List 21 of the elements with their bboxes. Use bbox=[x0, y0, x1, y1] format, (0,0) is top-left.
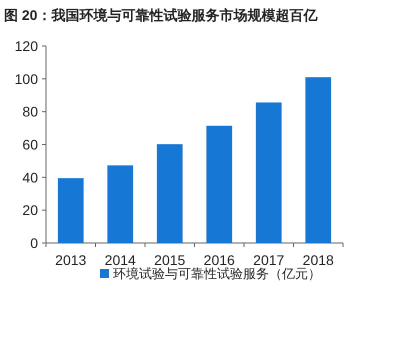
x-tick-label: 2017 bbox=[253, 252, 285, 268]
y-tick-label: 60 bbox=[22, 136, 38, 152]
y-tick-label: 20 bbox=[22, 202, 38, 218]
x-tick-label: 2016 bbox=[204, 252, 236, 268]
bar bbox=[305, 77, 332, 243]
y-tick-label: 40 bbox=[22, 169, 38, 186]
bar bbox=[206, 126, 232, 243]
x-tick-label: 2018 bbox=[302, 252, 334, 268]
chart-title: 图 20：我国环境与可靠性试验服务市场规模超百亿 bbox=[4, 7, 318, 23]
legend-label: 环境试验与可靠性试验服务（亿元） bbox=[113, 266, 321, 281]
x-tick-label: 2013 bbox=[55, 252, 87, 268]
y-tick-label: 100 bbox=[14, 70, 38, 87]
bar bbox=[256, 102, 282, 243]
y-tick-label: 0 bbox=[30, 235, 38, 251]
bar bbox=[107, 165, 134, 243]
x-tick-label: 2014 bbox=[104, 252, 136, 268]
y-tick-label: 80 bbox=[22, 104, 38, 120]
bar bbox=[58, 178, 84, 243]
y-tick-label: 120 bbox=[14, 38, 38, 54]
x-tick-label: 2015 bbox=[154, 252, 186, 268]
bar bbox=[156, 144, 183, 243]
